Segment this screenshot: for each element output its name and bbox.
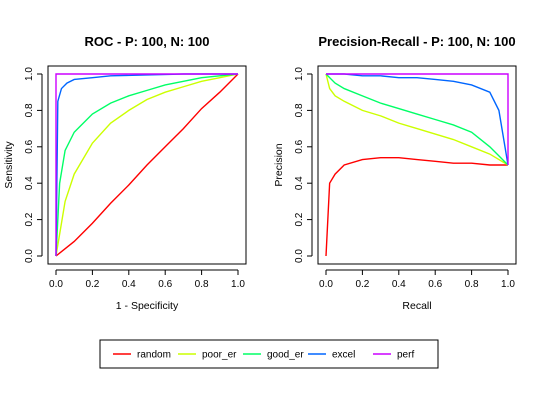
legend-items: random poor_er good_er excel perf — [113, 350, 414, 361]
roc-series-random — [55, 73, 239, 257]
roc-series-poor-er — [55, 73, 239, 257]
roc-x-tick-label: 0.8 — [195, 279, 209, 290]
pr-panel: Precision-Recall - P: 100, N: 100 0.0 0.2… — [273, 34, 517, 312]
roc-y-tick-label: 0.8 — [24, 103, 35, 117]
pr-series-group — [325, 73, 509, 257]
pr-series-random — [325, 157, 508, 257]
legend-label-poor-er: poor_er — [202, 350, 237, 361]
roc-y-tick-label: 1.0 — [24, 67, 35, 81]
roc-title: ROC - P: 100, N: 100 — [85, 34, 210, 49]
pr-x-axis-label: Recall — [402, 300, 431, 312]
pr-y-tick-label: 0.2 — [294, 212, 305, 226]
roc-x-tick-label: 0.0 — [49, 279, 63, 290]
pr-series-poor-er — [325, 73, 509, 166]
pr-x-tick-label: 0.2 — [355, 279, 369, 290]
roc-series-perf — [55, 73, 238, 256]
roc-x-axis-label: 1 - Specificity — [116, 300, 179, 312]
legend: random poor_er good_er excel perf — [99, 339, 439, 369]
pr-x-tick-label: 1.0 — [501, 279, 515, 290]
roc-y-axis-label: Sensitivity — [3, 141, 15, 189]
pr-x-tick-label: 0.0 — [319, 279, 333, 290]
pr-y-tick-label: 0.0 — [294, 249, 305, 263]
legend-label-random: random — [137, 350, 171, 361]
pr-x-tick-label: 0.6 — [428, 279, 442, 290]
roc-x-tick-label: 1.0 — [231, 279, 245, 290]
roc-y-tick-label: 0.2 — [24, 212, 35, 226]
roc-plot-frame — [47, 65, 247, 265]
pr-y-axis: 0.0 0.2 0.4 0.6 0.8 1.0 — [294, 67, 313, 263]
pr-y-axis-label: Precision — [273, 143, 285, 186]
roc-y-tick-label: 0.4 — [24, 176, 35, 190]
pr-series-good-er — [325, 73, 509, 166]
roc-panel: ROC - P: 100, N: 100 0.0 0.2 0.4 0.6 0.8 1.0 … — [3, 34, 247, 312]
pr-y-tick-label: 0.6 — [294, 139, 305, 153]
pr-x-axis: 0.0 0.2 0.4 0.6 0.8 1.0 — [319, 269, 515, 290]
roc-x-tick-label: 0.4 — [122, 279, 136, 290]
pr-plot-frame — [317, 65, 517, 265]
legend-label-excel: excel — [332, 350, 355, 361]
roc-y-tick-label: 0.0 — [24, 249, 35, 263]
roc-x-tick-label: 0.2 — [85, 279, 99, 290]
pr-title: Precision-Recall - P: 100, N: 100 — [318, 34, 515, 49]
pr-x-tick-label: 0.4 — [392, 279, 406, 290]
pr-series-excel — [326, 73, 509, 166]
roc-x-tick-label: 0.6 — [158, 279, 172, 290]
pr-x-tick-label: 0.8 — [465, 279, 479, 290]
roc-y-axis: 0.0 0.2 0.4 0.6 0.8 1.0 — [24, 67, 43, 263]
roc-x-axis: 0.0 0.2 0.4 0.6 0.8 1.0 — [49, 269, 245, 290]
pr-y-tick-label: 0.4 — [294, 176, 305, 190]
pr-y-tick-label: 1.0 — [294, 67, 305, 81]
roc-y-tick-label: 0.6 — [24, 139, 35, 153]
pr-y-tick-label: 0.8 — [294, 103, 305, 117]
pr-series-perf — [326, 73, 509, 165]
legend-label-perf: perf — [397, 350, 414, 361]
roc-series-group — [55, 73, 239, 257]
legend-label-good-er: good_er — [267, 350, 304, 361]
roc-series-good-er — [55, 73, 239, 257]
